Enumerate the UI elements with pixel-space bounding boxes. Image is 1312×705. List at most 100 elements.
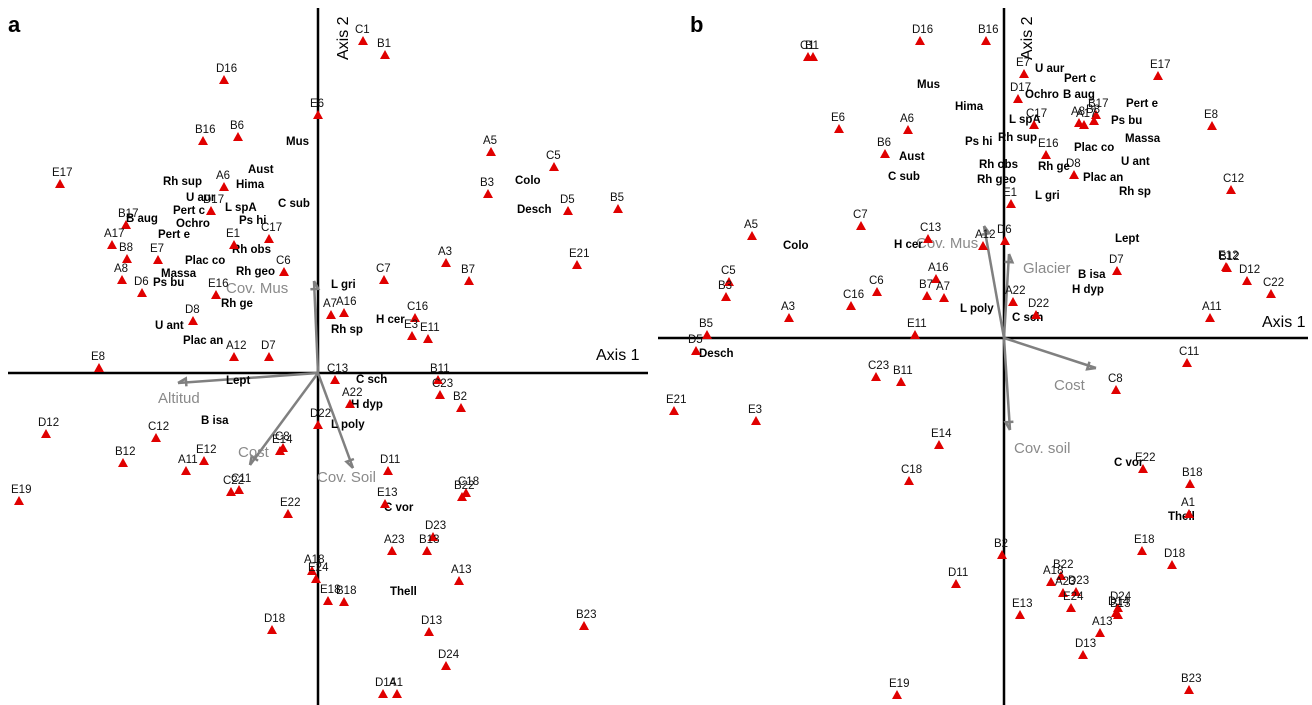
species-label-u-aur: U aur (186, 192, 216, 204)
site-label: B18 (336, 585, 356, 597)
species-label-rh-sp: Rh sp (331, 324, 363, 336)
site-label: A13 (1092, 616, 1112, 628)
site-point-b5: B5 (610, 192, 624, 213)
site-label: A8 (114, 263, 128, 275)
site-point-b7: B7 (461, 264, 475, 285)
site-point-c23: C23 (868, 360, 889, 381)
site-point-c17: C17 (261, 222, 282, 243)
triangle-marker-icon (702, 330, 712, 339)
site-label: D6 (134, 276, 149, 288)
species-label-l-gri: L gri (331, 279, 356, 291)
species-label-pert-c: Pert c (173, 205, 206, 217)
triangle-marker-icon (1089, 116, 1099, 125)
site-label: B2 (994, 538, 1008, 550)
site-point-a1: A1 (1181, 497, 1195, 518)
triangle-marker-icon (323, 596, 333, 605)
triangle-marker-icon (1069, 170, 1079, 179)
site-point-e22: E22 (1135, 452, 1155, 473)
triangle-marker-icon (267, 625, 277, 634)
triangle-marker-icon (1031, 310, 1041, 319)
triangle-marker-icon (486, 147, 496, 156)
triangle-marker-icon (211, 290, 221, 299)
triangle-marker-icon (345, 399, 355, 408)
site-point-e16: E16 (208, 278, 228, 299)
triangle-marker-icon (313, 420, 323, 429)
triangle-marker-icon (1000, 236, 1010, 245)
triangle-marker-icon (1041, 150, 1051, 159)
site-label: E6 (310, 98, 324, 110)
site-label: B7 (461, 264, 475, 276)
vector-arrow (316, 372, 355, 469)
species-label-rh-ge: Rh ge (221, 298, 253, 310)
site-label: B22 (1053, 559, 1073, 571)
site-point-b1: B1 (805, 40, 819, 61)
triangle-marker-icon (931, 274, 941, 283)
site-label: D14 (375, 677, 397, 689)
site-point-b3: B3 (718, 280, 732, 301)
triangle-marker-icon (669, 406, 679, 415)
species-label-b-aug: B aug (126, 213, 158, 225)
triangle-marker-icon (424, 627, 434, 636)
site-point-e16: E16 (1038, 138, 1058, 159)
site-label: B13 (419, 534, 439, 546)
panel-letter: a (8, 12, 21, 37)
site-label: E13 (377, 487, 397, 499)
site-label: A16 (336, 296, 356, 308)
site-point-c11: C11 (231, 473, 251, 494)
site-label: A17 (1076, 108, 1096, 120)
species-label-rh-ge: Rh ge (1038, 161, 1070, 173)
triangle-marker-icon (747, 231, 757, 240)
site-label: B1 (805, 40, 819, 52)
vector-label: Cov. Soil (317, 469, 376, 486)
triangle-marker-icon (613, 204, 623, 213)
triangle-marker-icon (1079, 120, 1089, 129)
vector-arrow (177, 371, 319, 385)
triangle-marker-icon (934, 440, 944, 449)
site-label: C17 (1026, 108, 1047, 120)
site-point-e12: E12 (196, 444, 216, 465)
site-point-c18: C18 (901, 464, 922, 485)
vector-label: Altitud (158, 390, 200, 407)
triangle-marker-icon (275, 446, 285, 455)
vector-arrowhead (248, 454, 259, 466)
site-label: C1 (355, 24, 370, 36)
site-point-a5: A5 (483, 135, 497, 156)
site-label: B6 (877, 137, 891, 149)
triangle-marker-icon (1184, 685, 1194, 694)
triangle-marker-icon (387, 546, 397, 555)
triangle-marker-icon (107, 240, 117, 249)
site-label: C5 (721, 265, 736, 277)
site-label: D7 (261, 340, 276, 352)
site-label: D16 (216, 63, 237, 75)
site-point-c17: C17 (1026, 108, 1047, 129)
site-point-d13: D13 (421, 615, 442, 636)
site-label: B18 (1182, 467, 1202, 479)
site-label: E19 (889, 678, 909, 690)
triangle-marker-icon (892, 690, 902, 699)
triangle-marker-icon (117, 275, 127, 284)
site-point-c11: C11 (1179, 346, 1199, 367)
triangle-marker-icon (339, 308, 349, 317)
site-label: B13 (1110, 598, 1130, 610)
species-label-desch: Desch (699, 348, 734, 360)
site-label: D18 (264, 613, 285, 625)
site-label: E11 (420, 322, 440, 334)
triangle-marker-icon (724, 277, 734, 286)
site-label: A16 (928, 262, 948, 274)
site-label: B7 (919, 279, 933, 291)
site-point-d12: D12 (1239, 264, 1260, 285)
site-point-d14: D14 (375, 677, 397, 698)
site-label: C17 (261, 222, 282, 234)
species-label-aust: Aust (248, 164, 274, 176)
site-label: E6 (831, 112, 845, 124)
site-point-d6: D6 (134, 276, 149, 297)
species-label-l-spa: L spA (225, 202, 257, 214)
site-label: C5 (546, 150, 561, 162)
triangle-marker-icon (199, 456, 209, 465)
site-point-c13: C13 (920, 222, 941, 243)
species-label-ochro: Ochro (176, 218, 210, 230)
triangle-marker-icon (313, 110, 323, 119)
species-label-massa: Massa (161, 268, 197, 280)
species-label-ps-hi: Ps hi (239, 215, 266, 227)
site-point-b6: B6 (877, 137, 891, 158)
